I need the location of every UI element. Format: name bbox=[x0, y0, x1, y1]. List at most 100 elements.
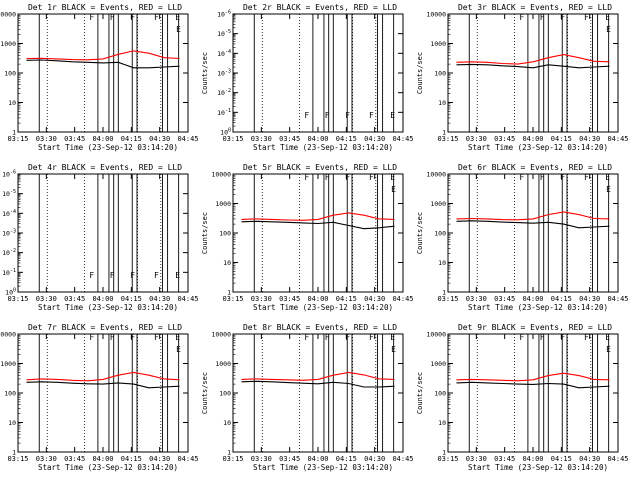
x-tick-label: 03:45 bbox=[494, 135, 515, 143]
panel-title: Det 1r BLACK = Events, RED = LLD bbox=[28, 3, 182, 12]
y-tick-label: 100 bbox=[5, 288, 16, 297]
events-series-line bbox=[241, 380, 395, 388]
flag-label: E bbox=[390, 173, 395, 182]
y-tick-label: 10-3 bbox=[217, 69, 231, 78]
flag-label: F bbox=[540, 333, 545, 342]
y-tick-label: 1000 bbox=[430, 360, 446, 368]
x-tick-label: 04:15 bbox=[121, 295, 142, 303]
y-tick-label: 100 bbox=[434, 230, 446, 238]
y-tick-label: 10000 bbox=[211, 331, 231, 339]
y-tick-label: 1 bbox=[442, 289, 446, 297]
y-tick-label: 10000 bbox=[0, 331, 16, 339]
panel-title: Det 8r BLACK = Events, RED = LLD bbox=[243, 323, 397, 332]
y-tick-label: 100 bbox=[220, 128, 231, 137]
x-tick-label: 04:30 bbox=[149, 295, 170, 303]
flag-label: F bbox=[540, 173, 545, 182]
y-tick-label: 10-1 bbox=[2, 268, 16, 277]
x-tick-label: 04:45 bbox=[177, 135, 198, 143]
lld-series-line bbox=[456, 372, 610, 382]
x-tick-label: 03:45 bbox=[279, 295, 300, 303]
flag-label: E bbox=[391, 345, 396, 354]
x-axis-label: Start Time (23-Sep-12 03:14:20) bbox=[38, 303, 178, 312]
events-series-line bbox=[456, 220, 610, 229]
x-axis-label: Start Time (23-Sep-12 03:14:20) bbox=[468, 143, 608, 152]
y-axis-label: Counts/sec bbox=[416, 372, 424, 414]
y-tick-label: 1000 bbox=[0, 40, 16, 48]
x-tick-label: 03:15 bbox=[222, 455, 243, 463]
x-axis-label: Start Time (23-Sep-12 03:14:20) bbox=[38, 143, 178, 152]
flag-label: F bbox=[369, 111, 374, 120]
flag-label: F bbox=[519, 173, 524, 182]
panel-title: Det 5r BLACK = Events, RED = LLD bbox=[243, 163, 397, 172]
y-tick-label: 10000 bbox=[0, 11, 16, 19]
flag-label: E bbox=[606, 25, 611, 34]
x-tick-label: 03:30 bbox=[36, 295, 57, 303]
y-tick-label: 10-1 bbox=[217, 108, 231, 117]
lld-series-line bbox=[26, 371, 180, 382]
flag-label: F bbox=[519, 333, 524, 342]
x-tick-label: 03:45 bbox=[494, 455, 515, 463]
flag-label: F bbox=[345, 333, 350, 342]
y-tick-label: 10-6 bbox=[217, 10, 231, 19]
y-tick-label: 10 bbox=[8, 99, 16, 107]
x-tick-label: 03:45 bbox=[64, 455, 85, 463]
flag-label: F bbox=[325, 111, 330, 120]
events-series-line bbox=[26, 59, 180, 69]
panel-title: Det 7r BLACK = Events, RED = LLD bbox=[28, 323, 182, 332]
x-tick-label: 03:30 bbox=[466, 135, 487, 143]
x-axis-label: Start Time (23-Sep-12 03:14:20) bbox=[38, 463, 178, 472]
flag-label: F bbox=[130, 271, 135, 280]
y-tick-label: 10000 bbox=[426, 331, 446, 339]
x-tick-label: 03:15 bbox=[222, 295, 243, 303]
x-tick-label: 04:15 bbox=[336, 135, 357, 143]
x-tick-label: 03:30 bbox=[466, 455, 487, 463]
x-tick-label: 04:00 bbox=[92, 455, 113, 463]
x-tick-label: 04:45 bbox=[177, 455, 198, 463]
x-tick-label: 03:45 bbox=[64, 295, 85, 303]
x-tick-label: 04:30 bbox=[364, 135, 385, 143]
flag-label: F bbox=[154, 333, 159, 342]
flag-label: F bbox=[345, 173, 350, 182]
y-tick-label: 1000 bbox=[0, 360, 16, 368]
y-tick-label: 100 bbox=[434, 70, 446, 78]
flag-label: F bbox=[304, 333, 309, 342]
y-tick-label: 10 bbox=[8, 419, 16, 427]
x-tick-label: 04:00 bbox=[522, 295, 543, 303]
y-tick-label: 100 bbox=[219, 230, 231, 238]
events-series-line bbox=[456, 381, 610, 389]
flag-label: F bbox=[304, 111, 309, 120]
flag-label: F bbox=[584, 333, 589, 342]
x-tick-label: 03:30 bbox=[251, 455, 272, 463]
flag-label: F bbox=[110, 271, 115, 280]
x-tick-label: 04:30 bbox=[579, 135, 600, 143]
y-tick-label: 10000 bbox=[211, 171, 231, 179]
flag-label: E bbox=[390, 111, 395, 120]
x-tick-label: 04:15 bbox=[551, 135, 572, 143]
flag-label: E bbox=[175, 13, 180, 22]
lld-series-line bbox=[241, 371, 395, 381]
x-tick-label: 03:15 bbox=[7, 295, 28, 303]
flag-label: F bbox=[345, 111, 350, 120]
x-tick-label: 04:15 bbox=[336, 295, 357, 303]
events-series-line bbox=[26, 381, 180, 389]
y-tick-label: 1 bbox=[227, 289, 231, 297]
panel-title: Det 4r BLACK = Events, RED = LLD bbox=[28, 163, 182, 172]
y-tick-label: 10-5 bbox=[217, 29, 231, 38]
y-tick-label: 10-5 bbox=[2, 189, 16, 198]
y-tick-label: 1000 bbox=[430, 200, 446, 208]
y-tick-label: 1000 bbox=[430, 40, 446, 48]
events-series-line bbox=[456, 63, 610, 69]
x-axis-label: Start Time (23-Sep-12 03:14:20) bbox=[468, 303, 608, 312]
x-tick-label: 04:45 bbox=[392, 295, 413, 303]
flag-label: F bbox=[89, 333, 94, 342]
x-tick-label: 03:15 bbox=[437, 295, 458, 303]
flag-label: E bbox=[175, 271, 180, 280]
x-tick-label: 04:00 bbox=[307, 295, 328, 303]
x-tick-label: 04:45 bbox=[607, 455, 628, 463]
x-tick-label: 04:00 bbox=[92, 135, 113, 143]
flag-label: E bbox=[606, 345, 611, 354]
flag-label: F bbox=[369, 333, 374, 342]
y-tick-label: 10 bbox=[438, 419, 446, 427]
y-tick-label: 1000 bbox=[215, 200, 231, 208]
